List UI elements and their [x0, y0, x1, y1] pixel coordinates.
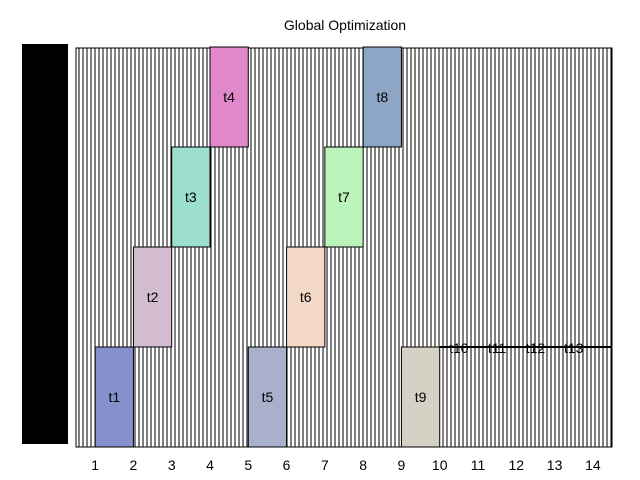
- task-bar-group: t3: [171, 146, 211, 248]
- task-bar-group: t4: [209, 46, 249, 148]
- task-label-t9: t9: [415, 389, 427, 405]
- task-bar-t6: [286, 246, 326, 348]
- task-bar-t1: [94, 346, 134, 448]
- x-tick-label: 3: [168, 457, 176, 473]
- task-label-t12: t12: [526, 340, 546, 356]
- x-tick-label: 12: [508, 457, 524, 473]
- inline-task-labels: t10 t11 t12 t13: [439, 340, 612, 356]
- task-bar-group: t2: [132, 246, 173, 348]
- left-axis-clutter: [22, 44, 82, 444]
- task-bar-group: t9: [400, 346, 441, 448]
- task-bar-t2: [132, 246, 173, 348]
- x-axis-ticks: 1 2 3 4 5 6 7 8 9 10 11 12 13 14: [91, 457, 601, 473]
- task-bar-group: t7: [324, 146, 364, 248]
- task-bar-group: t8: [362, 46, 402, 148]
- task-label-t7: t7: [338, 189, 350, 205]
- x-tick-label: 13: [547, 457, 563, 473]
- x-tick-label: 5: [244, 457, 252, 473]
- x-tick-label: 1: [91, 457, 99, 473]
- x-tick-label: 11: [471, 457, 486, 473]
- task-label-t10: t10: [449, 340, 469, 356]
- x-tick-label: 7: [321, 457, 329, 473]
- task-bar-group: t1: [94, 346, 134, 448]
- task-label-t5: t5: [262, 389, 274, 405]
- chart-title: Global Optimization: [284, 17, 406, 33]
- task-bar-t5: [247, 346, 288, 448]
- task-bars: t1 t2 t3 t4 t5 t6 t7 t8 t9: [94, 46, 441, 448]
- y-label-overdraw: [22, 44, 68, 444]
- x-tick-label: 4: [206, 457, 214, 473]
- x-tick-label: 6: [283, 457, 291, 473]
- task-label-t2: t2: [147, 289, 159, 305]
- x-tick-label: 8: [359, 457, 367, 473]
- task-bar-group: t5: [247, 346, 288, 448]
- task-bar-t8: [362, 46, 402, 148]
- x-tick-label: 2: [130, 457, 138, 473]
- task-label-t3: t3: [185, 189, 197, 205]
- task-label-t1: t1: [108, 389, 120, 405]
- task-bar-t3: [171, 146, 211, 248]
- x-tick-label: 9: [398, 457, 406, 473]
- x-tick-label: 10: [432, 457, 448, 473]
- task-label-t4: t4: [223, 89, 235, 105]
- task-bar-group: t6: [286, 246, 326, 348]
- task-bar-t9: [400, 346, 441, 448]
- task-bar-t4: [209, 46, 249, 148]
- task-bar-t7: [324, 146, 364, 248]
- x-tick-label: 14: [585, 457, 601, 473]
- task-label-t13: t13: [564, 340, 584, 356]
- task-label-t8: t8: [376, 89, 388, 105]
- task-label-t6: t6: [300, 289, 312, 305]
- task-label-t11: t11: [488, 340, 507, 356]
